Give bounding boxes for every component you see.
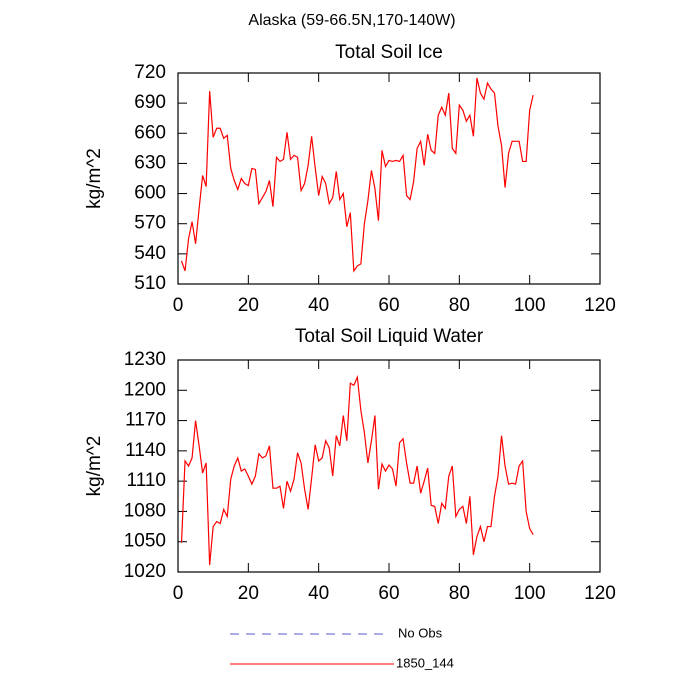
x-tick-label: 100 bbox=[514, 295, 546, 316]
data-line bbox=[180, 374, 534, 565]
y-tick-label: 660 bbox=[134, 122, 166, 143]
x-tick-label: 60 bbox=[378, 583, 399, 604]
x-tick-label: 120 bbox=[584, 295, 616, 316]
x-tick-label: 80 bbox=[449, 583, 470, 604]
x-tick-label: 20 bbox=[238, 295, 259, 316]
legend-label: No Obs bbox=[398, 625, 443, 640]
y-tick-label: 540 bbox=[134, 243, 166, 264]
plot-frame bbox=[177, 359, 601, 573]
x-tick-label: 0 bbox=[173, 583, 184, 604]
x-tick-label: 20 bbox=[238, 583, 259, 604]
x-tick-label: 0 bbox=[173, 295, 184, 316]
x-tick-label: 40 bbox=[308, 295, 329, 316]
plot-frame bbox=[177, 72, 601, 285]
data-line bbox=[180, 77, 534, 273]
y-tick-label: 690 bbox=[134, 92, 166, 113]
x-tick-label: 100 bbox=[514, 583, 546, 604]
x-tick-label: 80 bbox=[449, 295, 470, 316]
y-axis-label: kg/m^2 bbox=[84, 436, 105, 497]
x-tick-label: 120 bbox=[584, 583, 616, 604]
y-tick-label: 1110 bbox=[127, 470, 166, 491]
panel-title: Total Soil Liquid Water bbox=[295, 326, 484, 347]
x-tick-label: 60 bbox=[378, 295, 399, 316]
legend-label: 1850_144 bbox=[396, 655, 454, 670]
y-tick-label: 600 bbox=[134, 183, 166, 204]
y-tick-label: 1050 bbox=[124, 531, 166, 552]
y-tick-label: 630 bbox=[134, 152, 166, 173]
y-tick-label: 1080 bbox=[124, 500, 166, 521]
y-tick-label: 1200 bbox=[124, 379, 166, 400]
figure-title: Alaska (59-66.5N,170-140W) bbox=[248, 12, 455, 29]
y-axis-label: kg/m^2 bbox=[84, 148, 105, 209]
y-tick-label: 1020 bbox=[124, 561, 166, 582]
x-tick-label: 40 bbox=[308, 583, 329, 604]
y-tick-label: 720 bbox=[134, 62, 166, 83]
y-tick-label: 1170 bbox=[125, 410, 166, 431]
y-tick-label: 1140 bbox=[125, 440, 166, 461]
panel-title: Total Soil Ice bbox=[335, 42, 443, 63]
y-tick-label: 510 bbox=[134, 273, 166, 294]
y-tick-label: 570 bbox=[134, 213, 166, 234]
y-tick-label: 1230 bbox=[124, 349, 166, 370]
